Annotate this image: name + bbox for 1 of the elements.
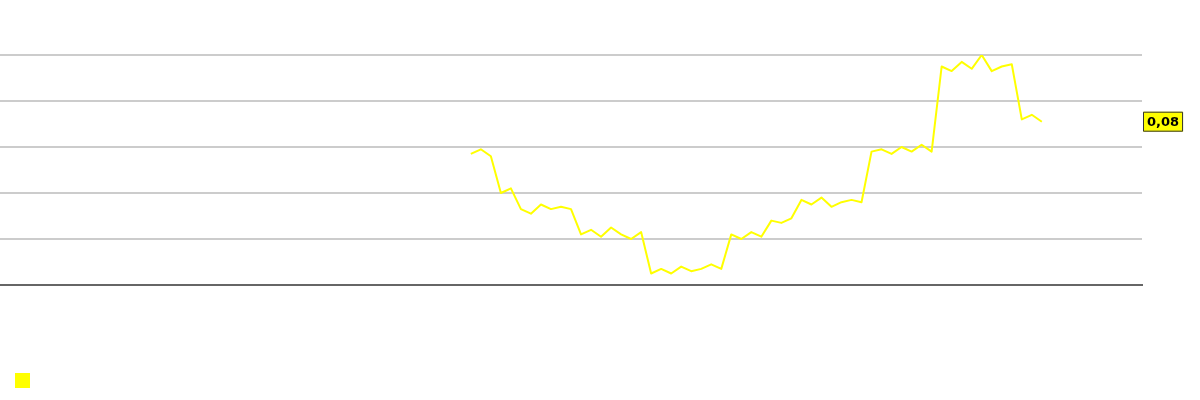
text: 0,08 [1147, 114, 1180, 130]
